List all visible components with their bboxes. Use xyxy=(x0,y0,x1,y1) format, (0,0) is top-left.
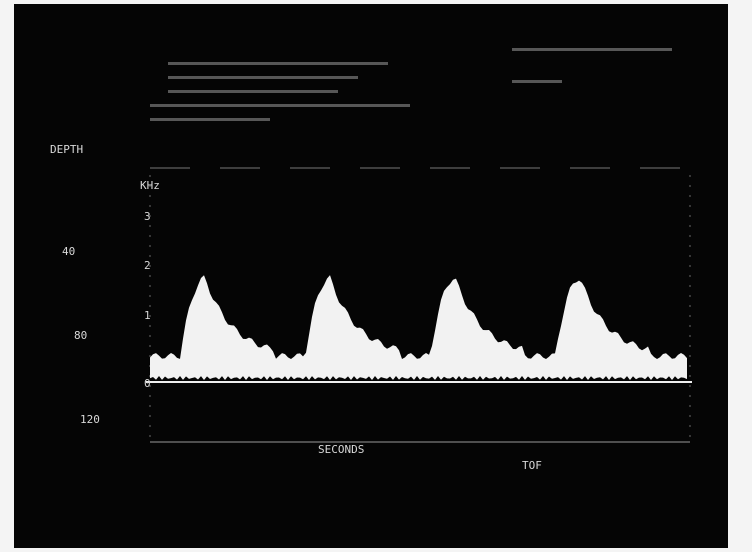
depth-tick: 40 xyxy=(62,245,75,258)
header-noise xyxy=(150,48,672,121)
x-axis-label: SECONDS xyxy=(318,443,364,456)
freq-tick: 0 xyxy=(144,377,151,390)
footer-label: TOF xyxy=(522,459,542,472)
freq-tick: 3 xyxy=(144,210,151,223)
freq-tick: 2 xyxy=(144,259,151,272)
depth-tick: 80 xyxy=(74,329,87,342)
depth-label: DEPTH xyxy=(50,143,83,156)
freq-tick: 1 xyxy=(144,309,151,322)
doppler-waveform xyxy=(150,275,687,380)
screen-panel xyxy=(14,4,728,548)
freq-unit: KHz xyxy=(140,179,160,192)
depth-tick: 120 xyxy=(80,413,100,426)
